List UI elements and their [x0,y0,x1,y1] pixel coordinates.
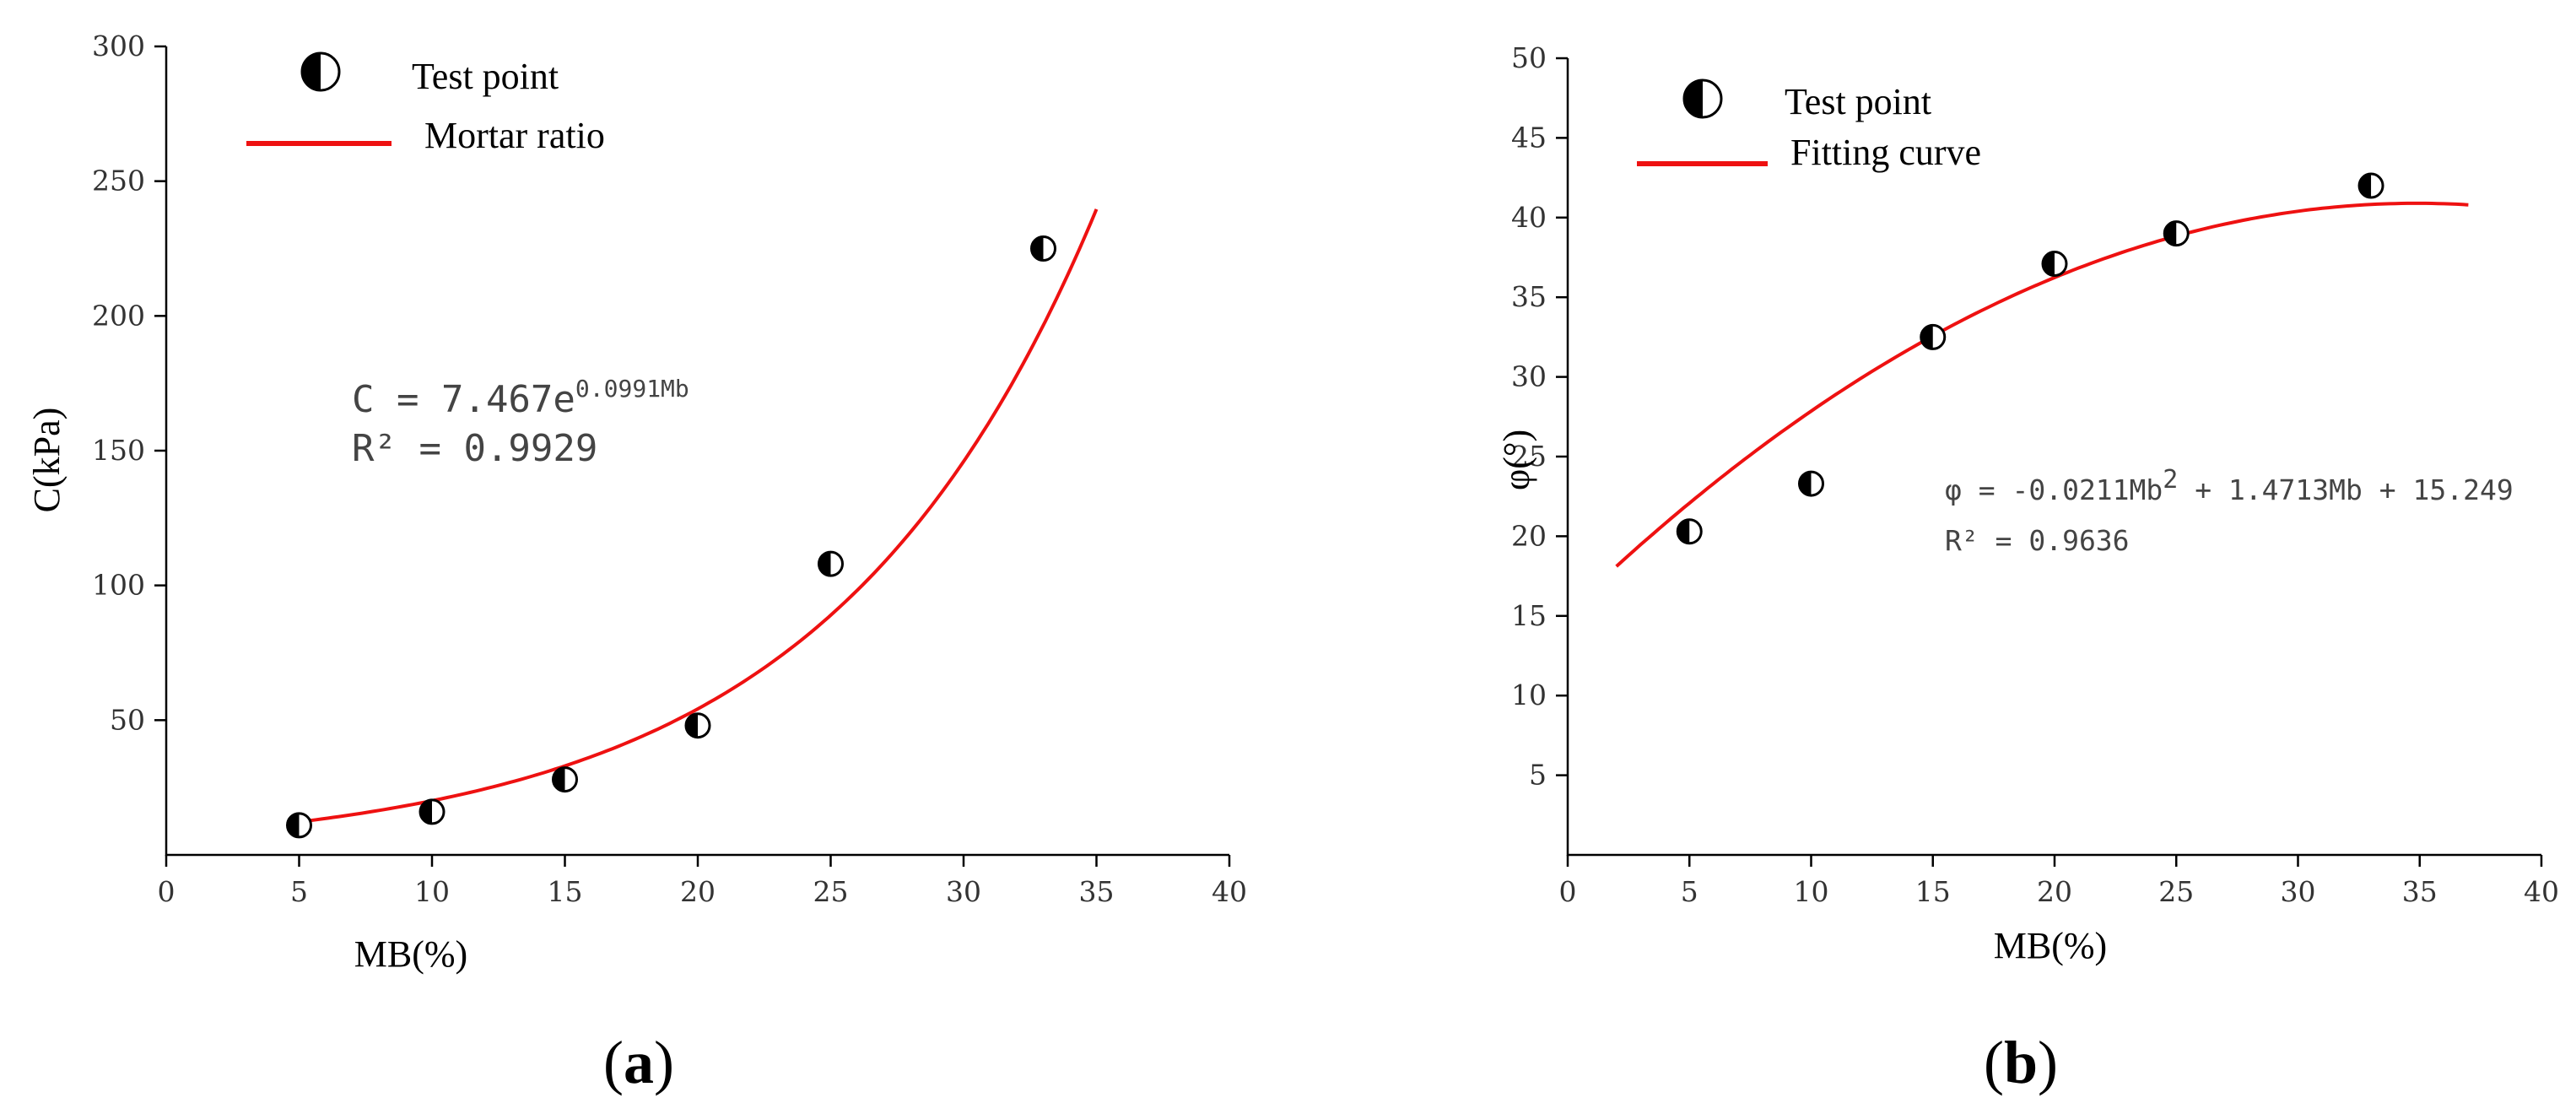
data-point [419,798,446,825]
chart-b-legend-marker [1682,78,1723,119]
y-tick-label: 25 [1511,440,1547,473]
chart-a-points [286,235,1056,839]
x-tick-label: 10 [1794,875,1829,908]
chart-b-ylabel: φ(°) [1496,430,1537,490]
panel-label-b: (b) [1984,1029,2058,1096]
x-tick-label: 5 [1681,875,1698,908]
y-tick-label: 50 [110,703,145,736]
data-point [1798,470,1824,497]
x-tick-label: 30 [2281,875,2316,908]
legend-test-point-icon [300,51,341,92]
x-tick-label: 35 [1079,875,1115,908]
chart-a-legend: Test point Mortar ratio [246,51,605,156]
x-tick-label: 20 [680,875,716,908]
chart-a-legend-label-fit: Mortar ratio [424,115,605,156]
data-point [684,712,711,739]
chart-b-fit-curve [1615,201,2469,568]
chart-b-ticks: 0 5 10 15 20 25 30 35 40 5 10 15 20 25 30 35 40 45 50 [1511,41,2559,908]
y-tick-label: 200 [92,299,145,332]
x-tick-label: 0 [158,875,176,908]
panel-label-a-letter: a [624,1029,654,1096]
chart-b-legend: Test point Fitting curve [1637,78,1981,173]
data-point [2163,220,2190,247]
data-point [552,766,578,793]
x-tick-label: 5 [290,875,308,908]
y-tick-label: 35 [1511,280,1547,313]
y-tick-label: 100 [92,569,145,602]
y-tick-label: 150 [92,434,145,467]
x-tick-label: 10 [414,875,450,908]
y-tick-label: 30 [1511,360,1547,393]
chart-a-xlabel: MB(%) [354,933,467,975]
y-tick-label: 300 [92,30,145,62]
x-tick-label: 15 [548,875,583,908]
chart-a-r2: R² = 0.9929 [352,427,597,470]
x-tick-label: 0 [1559,875,1577,908]
chart-a: 0 5 10 15 20 25 30 35 40 50 100 150 200 250 300 Test p… [26,30,1247,975]
legend-test-point-icon [1682,78,1723,119]
data-point [818,550,844,577]
chart-b-axes [1566,58,2541,857]
x-tick-label: 40 [2524,875,2559,908]
chart-b: 0 5 10 15 20 25 30 35 40 5 10 15 20 25 30 35 40 45 50 Test… [1496,41,2559,966]
chart-a-axes [165,46,1229,857]
panel-label-b-letter: b [2004,1029,2038,1096]
y-tick-label: 40 [1511,201,1547,234]
chart-b-r2: R² = 0.9636 [1945,524,2130,557]
chart-a-legend-marker [300,51,341,92]
y-tick-label: 15 [1511,599,1547,632]
panel-label-a: (a) [603,1029,674,1096]
x-tick-label: 30 [946,875,981,908]
x-tick-label: 15 [1915,875,1951,908]
data-point [1030,235,1056,262]
x-tick-label: 35 [2402,875,2438,908]
x-tick-label: 25 [2158,875,2194,908]
x-tick-label: 40 [1212,875,1247,908]
chart-b-legend-label-test-point: Test point [1785,81,1931,122]
y-tick-label: 20 [1511,519,1547,552]
chart-b-points [1676,172,2384,545]
y-tick-label: 5 [1529,759,1547,792]
data-point [1920,323,1947,350]
y-tick-label: 10 [1511,679,1547,711]
chart-b-xlabel: MB(%) [1994,925,2107,966]
chart-a-ylabel: C(kPa) [26,408,68,513]
data-point [2041,251,2068,278]
y-tick-label: 250 [92,165,145,197]
data-point [1676,518,1703,545]
x-tick-label: 20 [2037,875,2072,908]
y-tick-label: 45 [1511,121,1547,154]
chart-a-equation: C = 7.467e0.0991Mb [352,375,689,421]
chart-b-equation: φ = -0.0211Mb2 + 1.4713Mb + 15.249 [1945,465,2514,506]
x-tick-label: 25 [813,875,849,908]
chart-a-ticks: 0 5 10 15 20 25 30 35 40 50 100 150 200 250 300 [92,30,1247,908]
chart-b-legend-label-fit: Fitting curve [1790,132,1981,173]
data-point [2357,172,2384,199]
chart-a-legend-label-test-point: Test point [412,56,559,97]
data-point [286,812,312,839]
y-tick-label: 50 [1511,41,1547,74]
